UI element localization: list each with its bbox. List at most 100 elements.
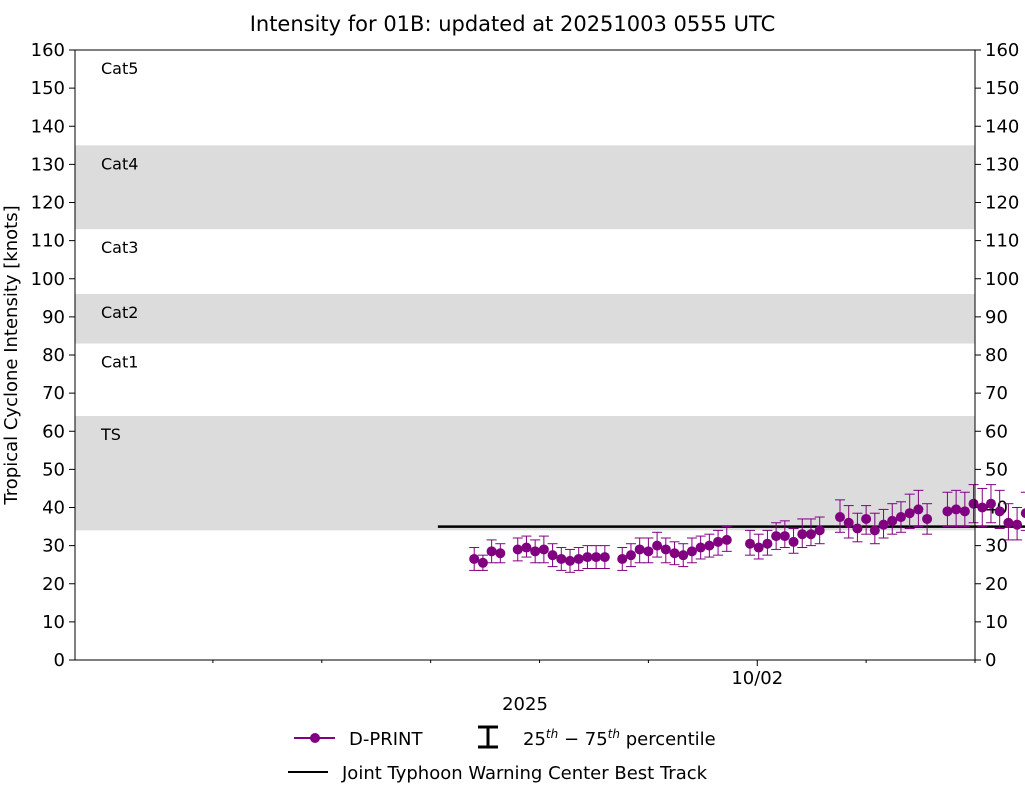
dprint-point — [771, 531, 782, 542]
y-tick-label-right: 50 — [985, 459, 1008, 480]
dprint-point — [591, 552, 602, 563]
dprint-point — [913, 504, 924, 515]
x-tick-label: 10/02 — [731, 668, 783, 689]
band-ts — [75, 416, 975, 531]
best-track-series — [437, 525, 1025, 528]
dprint-point — [977, 502, 988, 513]
dprint-point — [942, 506, 953, 517]
band-cat4 — [75, 145, 975, 230]
dprint-point — [904, 508, 915, 519]
dprint-point — [556, 553, 567, 564]
y-tick-label-left: 80 — [42, 345, 65, 366]
dprint-point — [704, 540, 715, 551]
dprint-point — [686, 546, 697, 557]
y-tick-label-right: 60 — [985, 421, 1008, 442]
legend-best-track-label: Joint Typhoon Warning Center Best Track — [341, 763, 708, 784]
dprint-point — [861, 513, 872, 524]
dprint-point — [599, 552, 610, 563]
legend-dprint-marker — [310, 733, 320, 743]
category-band-labels: TS Cat1 Cat2 Cat3 Cat4 Cat5 — [100, 59, 138, 444]
dprint-point — [538, 544, 549, 555]
dprint-point — [985, 498, 996, 509]
dprint-point — [959, 506, 970, 517]
y-tick-label-right: 100 — [985, 269, 1019, 290]
dprint-point — [951, 504, 962, 515]
dprint-point — [625, 550, 636, 561]
dprint-point — [779, 531, 790, 542]
dprint-point — [762, 538, 773, 549]
dprint-point — [968, 498, 979, 509]
y-tick-label-left: 30 — [42, 536, 65, 557]
band-label-cat2: Cat2 — [101, 303, 138, 322]
y-tick-label-right: 70 — [985, 383, 1008, 404]
band-label-cat1: Cat1 — [101, 353, 138, 372]
y-tick-label-right: 140 — [985, 116, 1019, 137]
y-tick-label-left: 70 — [42, 383, 65, 404]
y-axis-left: 0 10 20 30 40 50 60 70 80 90 100 110 120 130 140 150 160 — [31, 40, 75, 671]
dprint-point — [573, 553, 584, 564]
y-tick-label-left: 110 — [31, 231, 65, 252]
dprint-errorbar — [1020, 491, 1025, 531]
dprint-point — [887, 515, 898, 526]
dprint-point — [805, 529, 816, 540]
y-tick-label-left: 150 — [31, 78, 65, 99]
dprint-point — [1020, 508, 1025, 519]
dprint-point — [1012, 519, 1023, 530]
y-tick-label-left: 130 — [31, 154, 65, 175]
y-tick-label-left: 140 — [31, 116, 65, 137]
dprint-point — [721, 534, 732, 545]
dprint-point — [994, 506, 1005, 517]
y-tick-label-left: 0 — [54, 650, 65, 671]
band-cat2 — [75, 294, 975, 344]
y-tick-label-right: 20 — [985, 574, 1008, 595]
y-tick-label-left: 20 — [42, 574, 65, 595]
dprint-point — [713, 536, 724, 547]
dprint-point — [878, 519, 889, 530]
y-tick-label-right: 110 — [985, 231, 1019, 252]
y-tick-label-left: 90 — [42, 307, 65, 328]
y-tick-label-right: 10 — [985, 612, 1008, 633]
dprint-point — [669, 548, 680, 559]
plot-frame — [74, 49, 976, 661]
y-tick-label-left: 160 — [31, 40, 65, 61]
dprint-point — [643, 546, 654, 557]
y-tick-label-right: 80 — [985, 345, 1008, 366]
y-tick-label-right: 160 — [985, 40, 1019, 61]
y-tick-label-right: 90 — [985, 307, 1008, 328]
y-tick-label-left: 120 — [31, 193, 65, 214]
dprint-point — [512, 544, 523, 555]
y-tick-label-left: 50 — [42, 459, 65, 480]
chart-title: Intensity for 01B: updated at 20251003 0… — [250, 12, 776, 36]
y-tick-label-right: 130 — [985, 154, 1019, 175]
dprint-point — [469, 553, 480, 564]
dprint-point — [477, 557, 488, 568]
y-tick-label-left: 100 — [31, 269, 65, 290]
dprint-point — [495, 548, 506, 559]
y-axis-label: Tropical Cyclone Intensity [knots] — [1, 205, 22, 505]
dprint-point — [843, 517, 854, 528]
dprint-point — [652, 540, 663, 551]
dprint-point — [678, 550, 689, 561]
y-tick-label-right: 0 — [985, 650, 996, 671]
legend-percentile-icon — [478, 725, 498, 749]
dprint-point — [895, 512, 906, 523]
legend-dprint-label: D-PRINT — [349, 729, 423, 750]
dprint-series — [469, 498, 1025, 568]
best-track-line — [437, 525, 1025, 528]
category-bands — [75, 145, 975, 531]
band-label-cat4: Cat4 — [101, 154, 138, 173]
dprint-point — [797, 529, 808, 540]
y-tick-label-right: 150 — [985, 78, 1019, 99]
legend-percentile-label: 25th − 75th percentile — [523, 727, 716, 750]
dprint-point — [565, 555, 575, 566]
y-tick-label-left: 60 — [42, 421, 65, 442]
dprint-point — [852, 523, 863, 534]
dprint-point — [486, 546, 497, 557]
legend: D-PRINT 25th − 75th percentile Joint Typ… — [288, 725, 716, 784]
y-tick-label-right: 120 — [985, 193, 1019, 214]
dprint-point — [835, 512, 845, 523]
y-tick-label-right: 30 — [985, 536, 1008, 557]
dprint-point — [617, 553, 628, 564]
